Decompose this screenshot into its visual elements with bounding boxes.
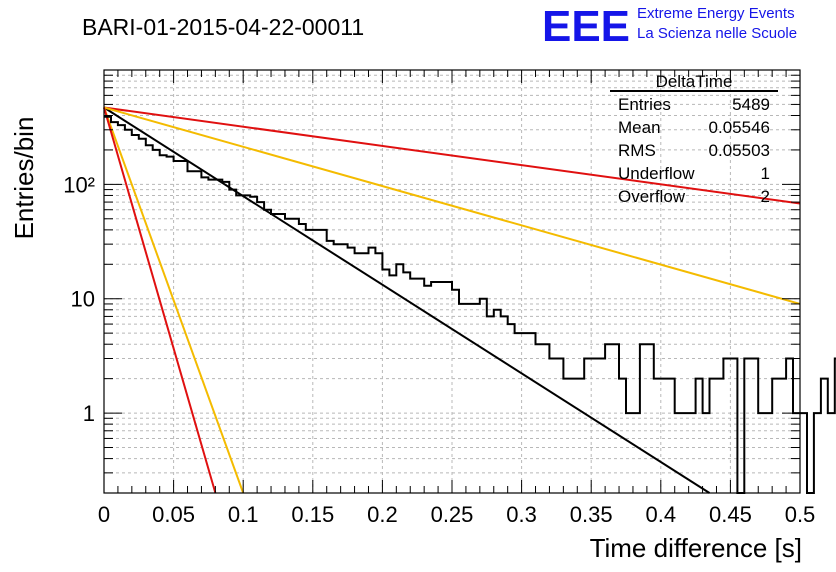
run-label: BARI-01-2015-04-22-00011: [82, 14, 364, 40]
stats-value-underflow: 1: [761, 164, 770, 183]
axes: 0 0.05 0.1 0.15 0.2 0.25 0.3 0.35 0.4 0.45 0.5 1 10 1…: [63, 69, 816, 527]
x-tick-label: 0.3: [506, 502, 537, 527]
histogram: [104, 115, 836, 494]
fit-curves: [103, 106, 801, 494]
stats-value-rms: 0.05503: [709, 141, 770, 160]
x-tick-label: 0.05: [152, 502, 195, 527]
y-axis-label: Entries/bin: [9, 117, 39, 240]
grid-lines: [103, 70, 801, 494]
x-axis-label: Time difference [s]: [590, 533, 802, 563]
logo-line-2: La Scienza nelle Scuole: [637, 25, 797, 42]
x-tick-label: 0.1: [228, 502, 259, 527]
stats-value-mean: 0.05546: [709, 118, 770, 137]
fit-curve-0: [103, 106, 711, 494]
stats-label-mean: Mean: [618, 118, 661, 137]
stats-label-entries: Entries: [618, 95, 671, 114]
logo-line-1: Extreme Energy Events: [637, 5, 795, 22]
x-tick-label: 0.4: [646, 502, 677, 527]
stats-box: DeltaTime Entries 5489 Mean 0.05546 RMS …: [610, 72, 778, 206]
stats-label-rms: RMS: [618, 141, 656, 160]
stats-value-entries: 5489: [732, 95, 770, 114]
fit-curve-4: [103, 107, 217, 494]
stats-label-underflow: Underflow: [618, 164, 695, 183]
y-tick-label: 10²: [63, 172, 95, 197]
x-tick-label: 0.2: [367, 502, 398, 527]
fit-curve-3: [103, 107, 245, 494]
fit-curve-2: [103, 106, 801, 305]
eee-logo: EEE: [542, 2, 630, 51]
stats-value-overflow: 2: [761, 187, 770, 206]
y-tick-label: 1: [83, 401, 95, 426]
x-tick-label: 0: [98, 502, 110, 527]
x-tick-label: 0.25: [431, 502, 474, 527]
x-tick-label: 0.45: [709, 502, 752, 527]
x-tick-label: 0.15: [291, 502, 334, 527]
histogram-steps: [104, 115, 836, 494]
stats-label-overflow: Overflow: [618, 187, 686, 206]
x-tick-label: 0.35: [570, 502, 613, 527]
x-tick-label: 0.5: [785, 502, 816, 527]
stats-title: DeltaTime: [656, 72, 733, 91]
fit-curve-1: [103, 106, 801, 205]
y-tick-label: 10: [71, 287, 95, 312]
